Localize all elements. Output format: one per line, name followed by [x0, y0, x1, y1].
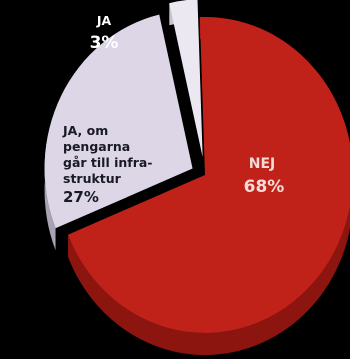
slice-ja-om-label-line: går till infra- [63, 155, 153, 170]
slice-ja-om-label-line: JA, om [62, 123, 108, 138]
slice-ja-om [44, 14, 193, 229]
slice-ja-value-label: 3% [90, 33, 119, 53]
slice-ja-label: JA [96, 13, 112, 28]
slice-nej [67, 17, 350, 333]
slice-ja-om-label-line: pengarna [63, 139, 130, 154]
slice-ja-om-value-label: 27% [63, 188, 99, 206]
slice-ja [169, 0, 203, 158]
slice-nej-label: NEJ [249, 156, 276, 172]
slice-ja-om-label-line: struktur [63, 171, 122, 186]
slice-nej-value-label: 68% [244, 177, 285, 197]
